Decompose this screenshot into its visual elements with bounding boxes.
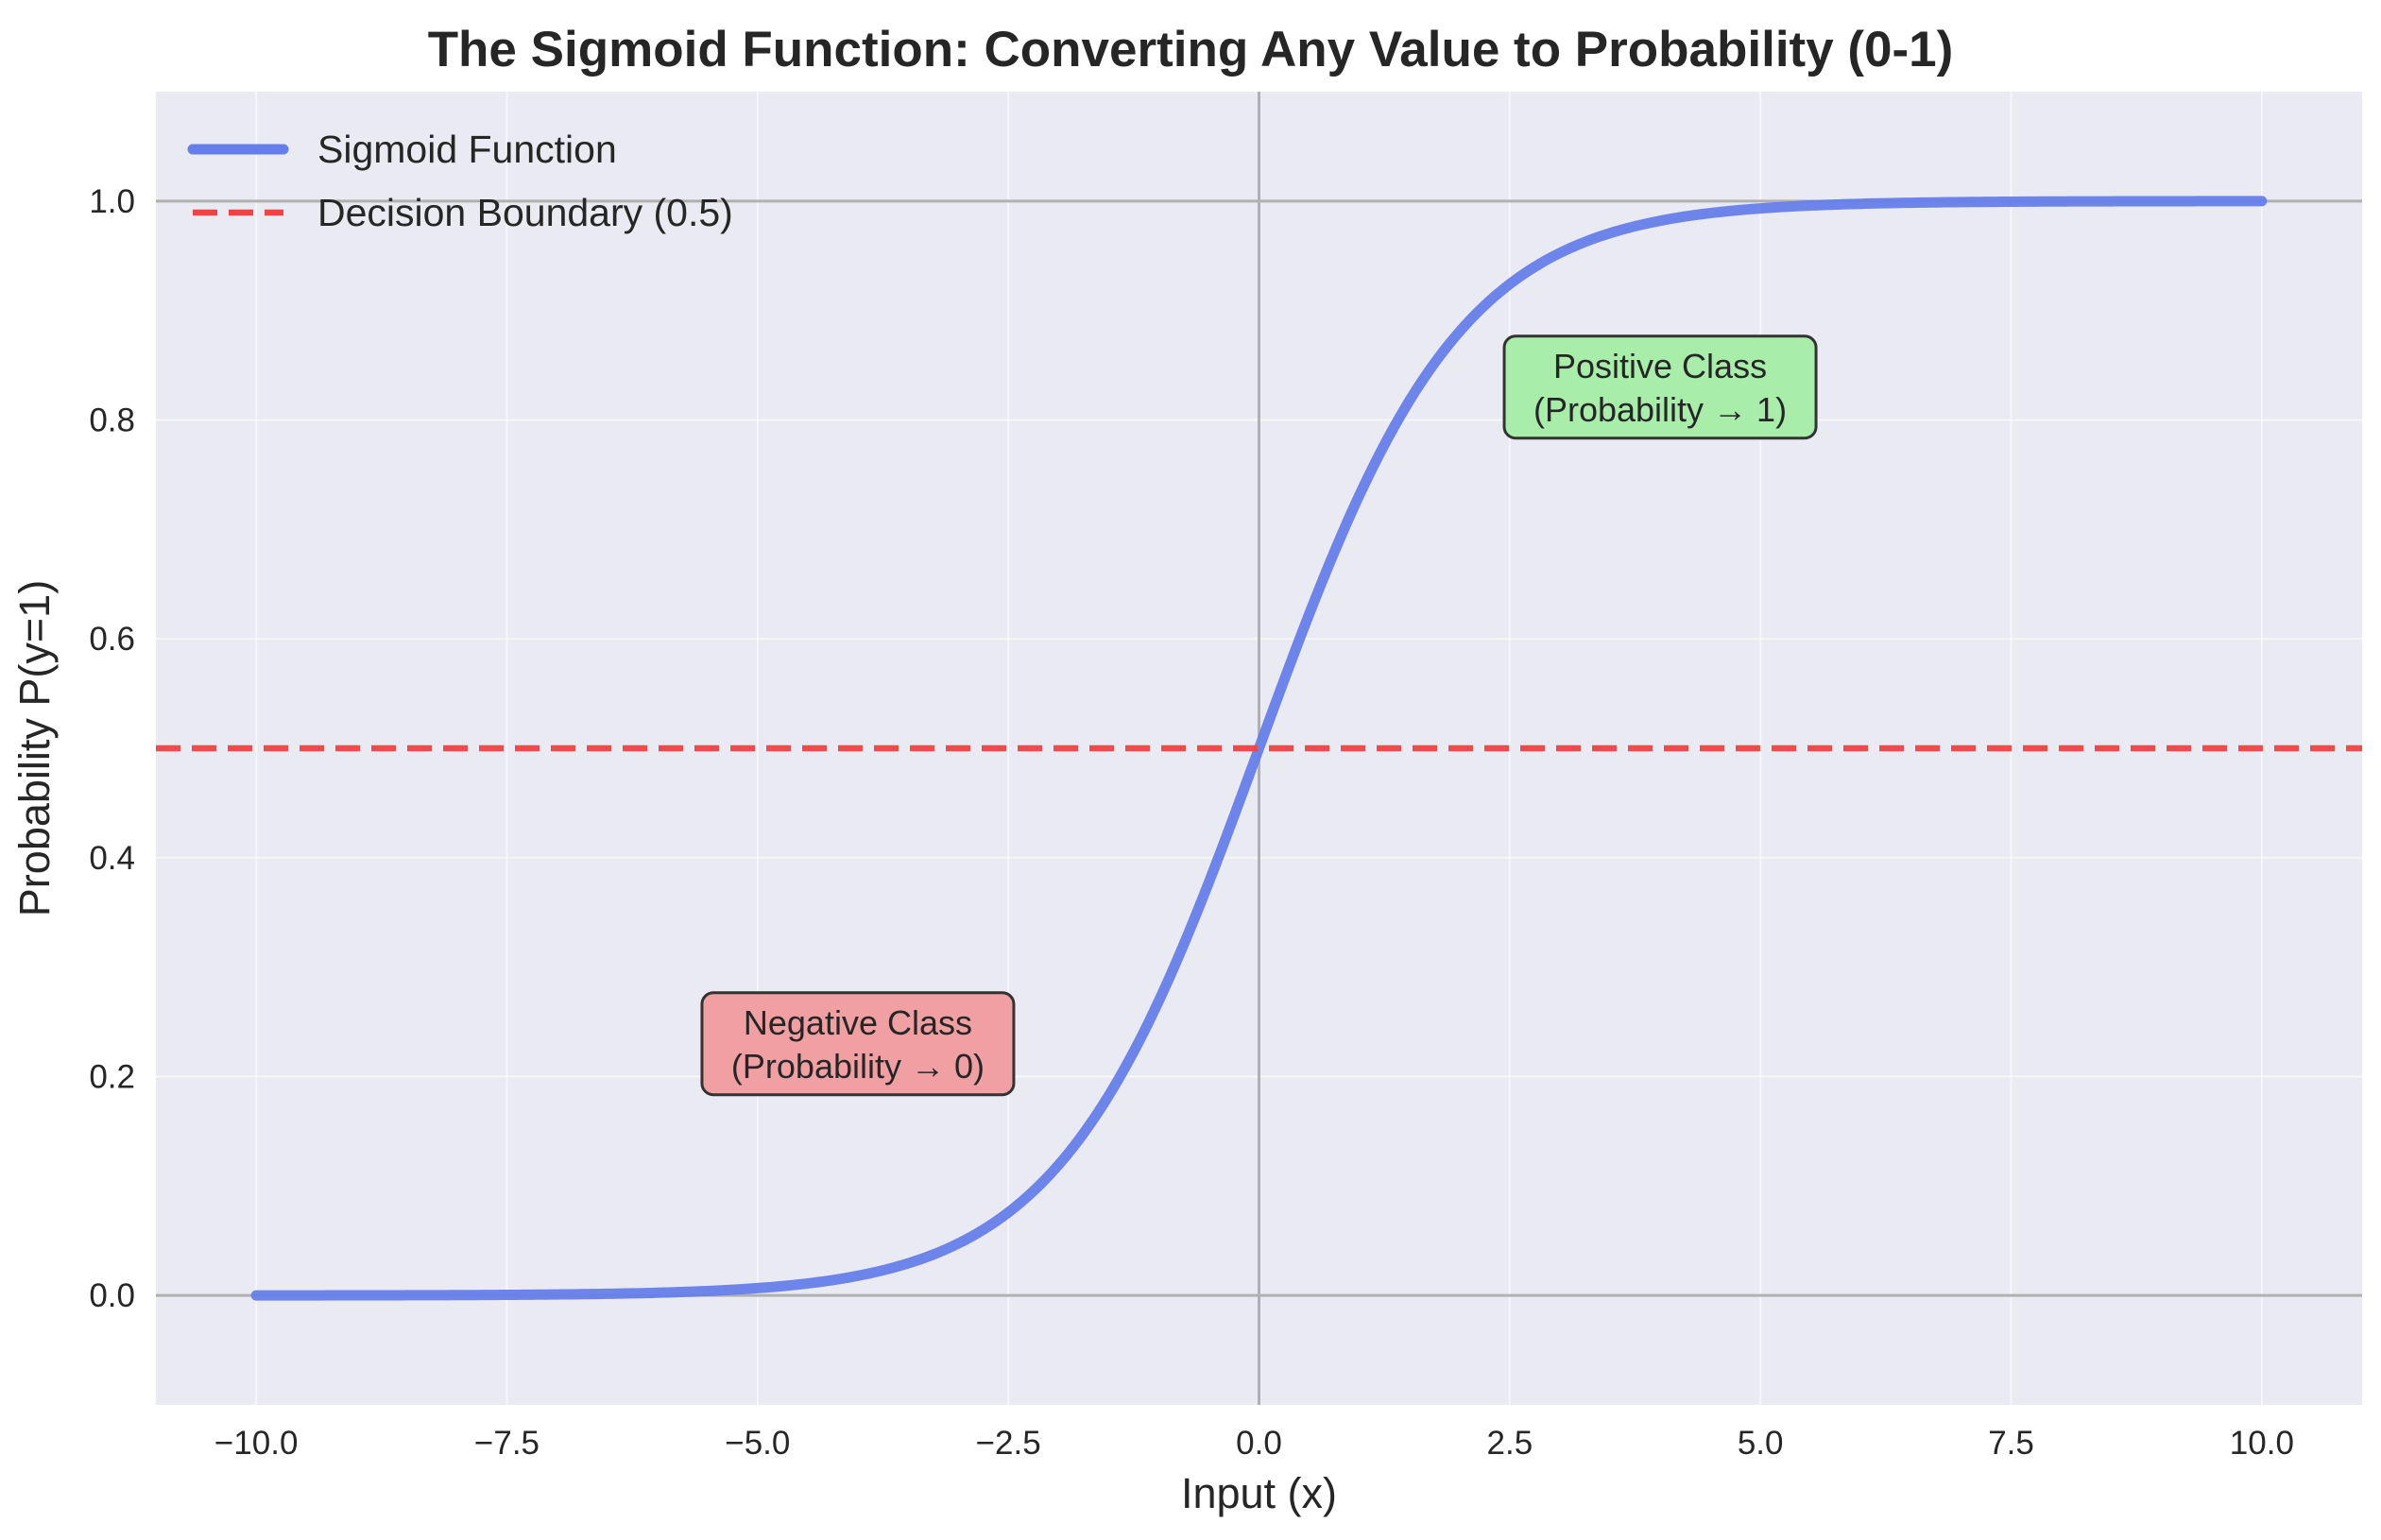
x-tick-label: −7.5 (474, 1425, 540, 1462)
y-tick-label: 0.6 (89, 621, 135, 658)
y-tick-label: 0.4 (89, 840, 135, 877)
x-tick-label: −5.0 (725, 1425, 790, 1462)
y-tick-label: 1.0 (89, 183, 135, 220)
x-tick-label: 7.5 (1988, 1425, 2034, 1462)
annotation-background (700, 991, 1016, 1097)
sigmoid-curve (250, 196, 2268, 1301)
y-axis-label: Probability P(y=1) (10, 580, 59, 916)
annotation-box-positive: Positive Class (Probability → 1) (1502, 334, 1818, 440)
x-axis-label: Input (x) (1181, 1469, 1337, 1517)
x-tick-label: 0.0 (1236, 1425, 1282, 1462)
x-tick-label: −2.5 (976, 1425, 1041, 1462)
legend: Sigmoid Function Decision Boundary (0.5) (187, 128, 733, 234)
annotation-text: Positive Class (1553, 347, 1767, 385)
annotation-background (1502, 334, 1818, 440)
legend-label: Sigmoid Function (317, 128, 617, 171)
y-tick-label: 0.0 (89, 1277, 135, 1314)
x-tick-label: 5.0 (1738, 1425, 1784, 1462)
series-lines (156, 196, 2362, 1301)
tick-labels: −10.0 −7.5 −5.0 −2.5 0.0 2.5 5.0 7.5 10.0 0.0 0.2 0… (89, 183, 2294, 1462)
chart-title: The Sigmoid Function: Converting Any Val… (428, 22, 1954, 77)
annotation-text: (Probability → 0) (731, 1047, 985, 1086)
legend-item: Decision Boundary (0.5) (193, 191, 733, 234)
legend-item: Sigmoid Function (187, 128, 617, 171)
x-tick-label: 10.0 (2230, 1425, 2294, 1462)
annotation-text: Negative Class (744, 1003, 972, 1042)
y-tick-label: 0.8 (89, 402, 135, 439)
x-tick-label: 2.5 (1487, 1425, 1533, 1462)
x-tick-label: −10.0 (214, 1425, 299, 1462)
annotation-text: (Probability → 1) (1533, 390, 1787, 429)
annotations: Negative Class (Probability → 0) Positive … (700, 334, 1818, 1097)
y-tick-label: 0.2 (89, 1059, 135, 1096)
annotation-box-negative: Negative Class (Probability → 0) (700, 991, 1016, 1097)
legend-label: Decision Boundary (0.5) (317, 191, 733, 234)
